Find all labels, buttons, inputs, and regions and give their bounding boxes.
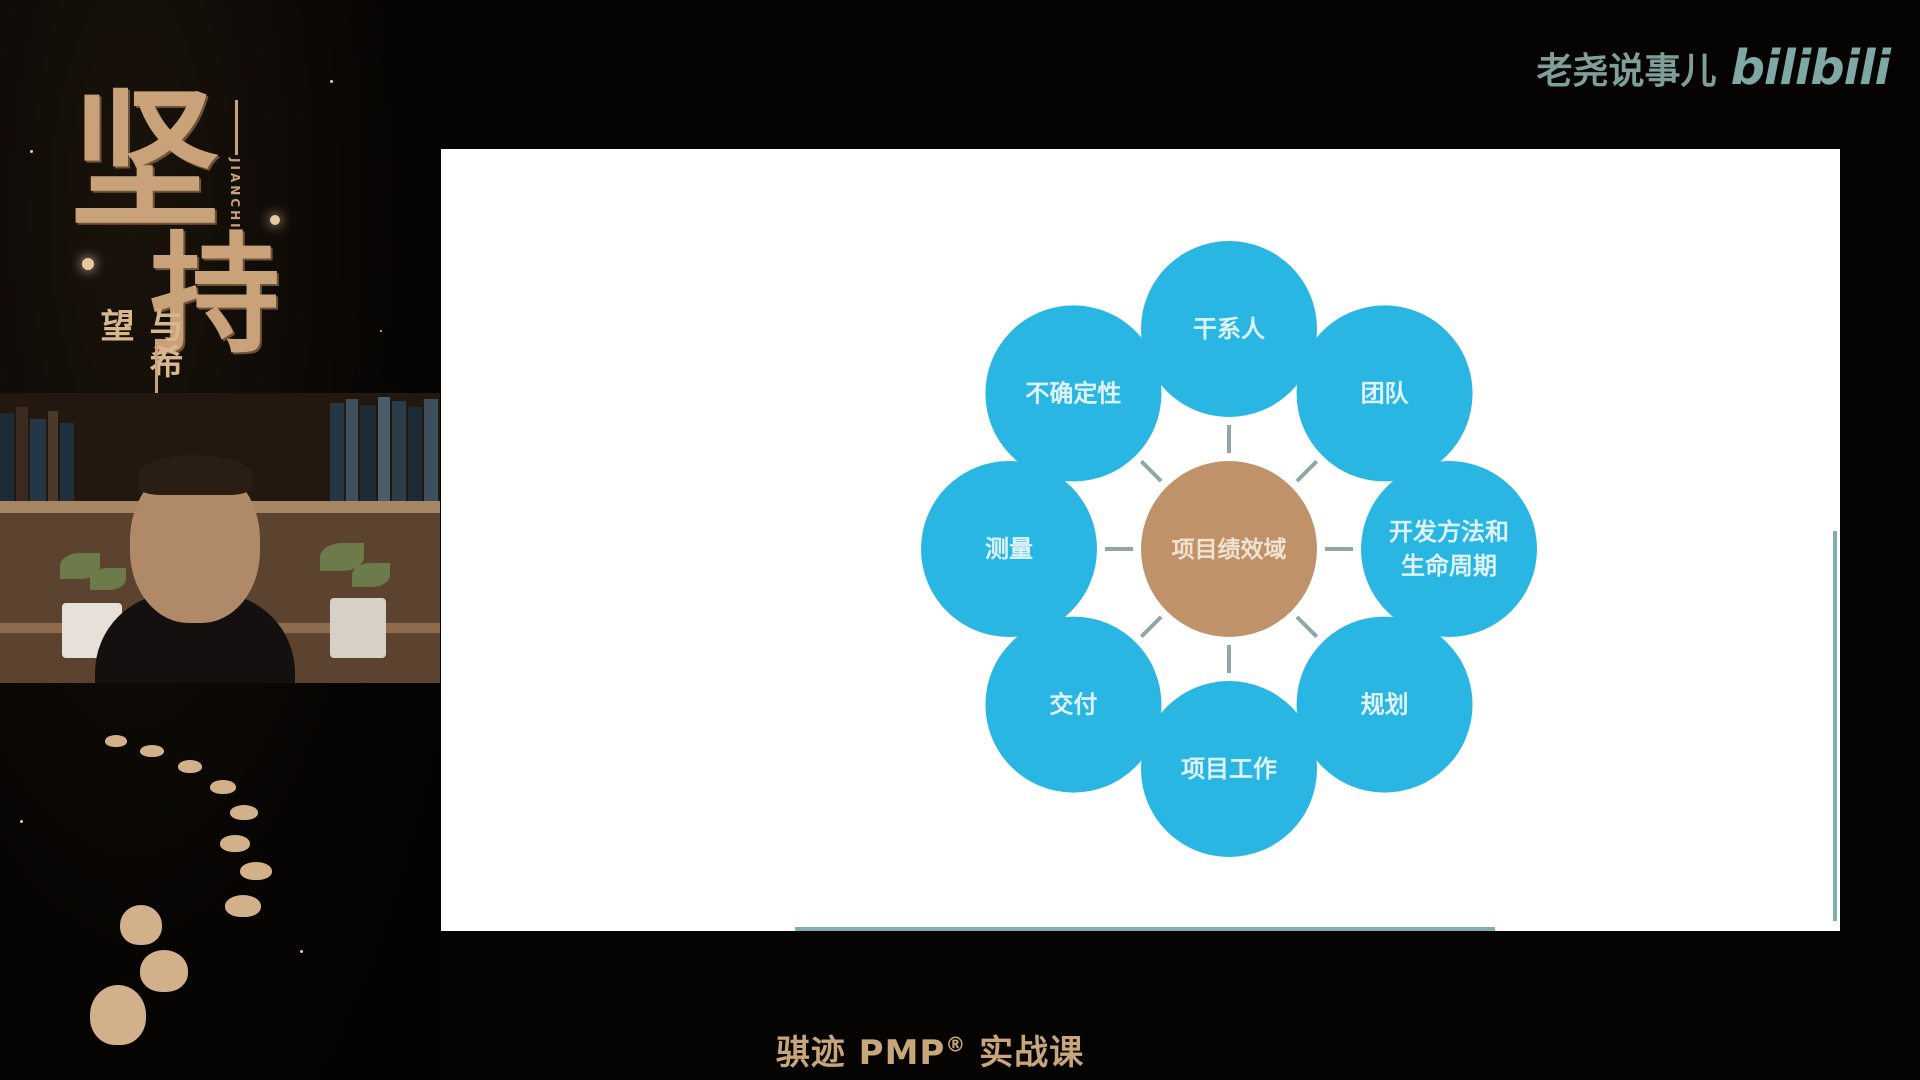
diagram-connector [1295, 615, 1319, 639]
domain-node [1296, 616, 1473, 793]
domain-node [985, 305, 1162, 482]
diagram-connector [1139, 459, 1163, 483]
footprint-icon [105, 735, 127, 747]
domain-node-label: 交付 [1049, 691, 1097, 719]
center-node-label: 项目绩效域 [1172, 536, 1287, 563]
domain-node-label: 开发方法和 [1389, 518, 1509, 546]
domain-node [921, 461, 1097, 637]
sparkle-icon [330, 80, 333, 83]
calligraphy-title: 坚 持 与希望 JIANCHI [60, 40, 280, 420]
domain-node-label: 项目工作 [1181, 755, 1277, 783]
footprint-icon [178, 760, 202, 773]
calligraphy-stroke [235, 100, 238, 155]
domain-node-label: 干系人 [1193, 315, 1265, 343]
domain-node [1361, 461, 1537, 637]
calligraphy-stroke [155, 340, 158, 420]
plant-pot [330, 598, 386, 658]
diagram-connector [1295, 459, 1319, 483]
presentation-slide: 干系人团队开发方法和生命周期规划项目工作 交付 测量 不确定性 项目绩效域 [441, 149, 1840, 931]
calligraphy-char: 坚 [70, 73, 221, 249]
diagram-connector [1139, 615, 1163, 639]
domain-node-label: 不确定性 [1025, 379, 1121, 407]
sparkle-icon [380, 330, 382, 332]
registered-mark: ® [945, 1032, 967, 1057]
domain-node [1141, 681, 1317, 857]
sparkle-icon [20, 820, 23, 823]
footprint-icon [140, 950, 188, 992]
calligraphy-char: 持 [150, 218, 281, 371]
channel-branding: 老尧说事儿 bilibili [1536, 40, 1891, 96]
slide-border [795, 927, 1495, 931]
caption-suffix: 实战课 [966, 1033, 1085, 1073]
footprint-icon [240, 862, 272, 880]
footprint-icon [210, 780, 236, 794]
caption-text: 骐迹 PMP [775, 1033, 946, 1073]
left-decorative-panel: 坚 持 与希望 JIANCHI [0, 0, 440, 1080]
calligraphy-subtitle: 与希望 [94, 308, 183, 380]
plant-leaf [90, 568, 126, 590]
course-caption: 骐迹 PMP® 实战课 [0, 1025, 1860, 1074]
footprint-icon [220, 835, 250, 852]
footprint-icon [90, 985, 146, 1045]
domain-node-label: 团队 [1361, 379, 1410, 407]
domain-node-label: 规划 [1361, 691, 1409, 719]
sparkle-icon [300, 950, 303, 953]
center-node [1141, 461, 1317, 637]
domain-node-label: 生命周期 [1401, 552, 1497, 580]
footprint-icon [140, 745, 164, 757]
calligraphy-pinyin: JIANCHI [228, 158, 242, 231]
presenter-hair [138, 455, 252, 495]
domain-node [1296, 305, 1473, 482]
bilibili-logo-icon: bilibili [1730, 40, 1891, 96]
sparkle-icon [30, 150, 33, 153]
plant-leaf [352, 563, 390, 587]
domain-node-label: 测量 [985, 535, 1033, 563]
domain-node [1141, 241, 1317, 417]
footprint-icon [120, 905, 162, 945]
footprint-icon [230, 805, 258, 820]
sparkle-icon [82, 258, 94, 270]
sparkle-icon [270, 215, 280, 225]
footprint-icon [225, 895, 261, 917]
domain-node [985, 616, 1162, 793]
webcam-feed [0, 393, 440, 683]
slide-border [1833, 531, 1837, 921]
channel-name: 老尧说事儿 [1536, 51, 1717, 92]
